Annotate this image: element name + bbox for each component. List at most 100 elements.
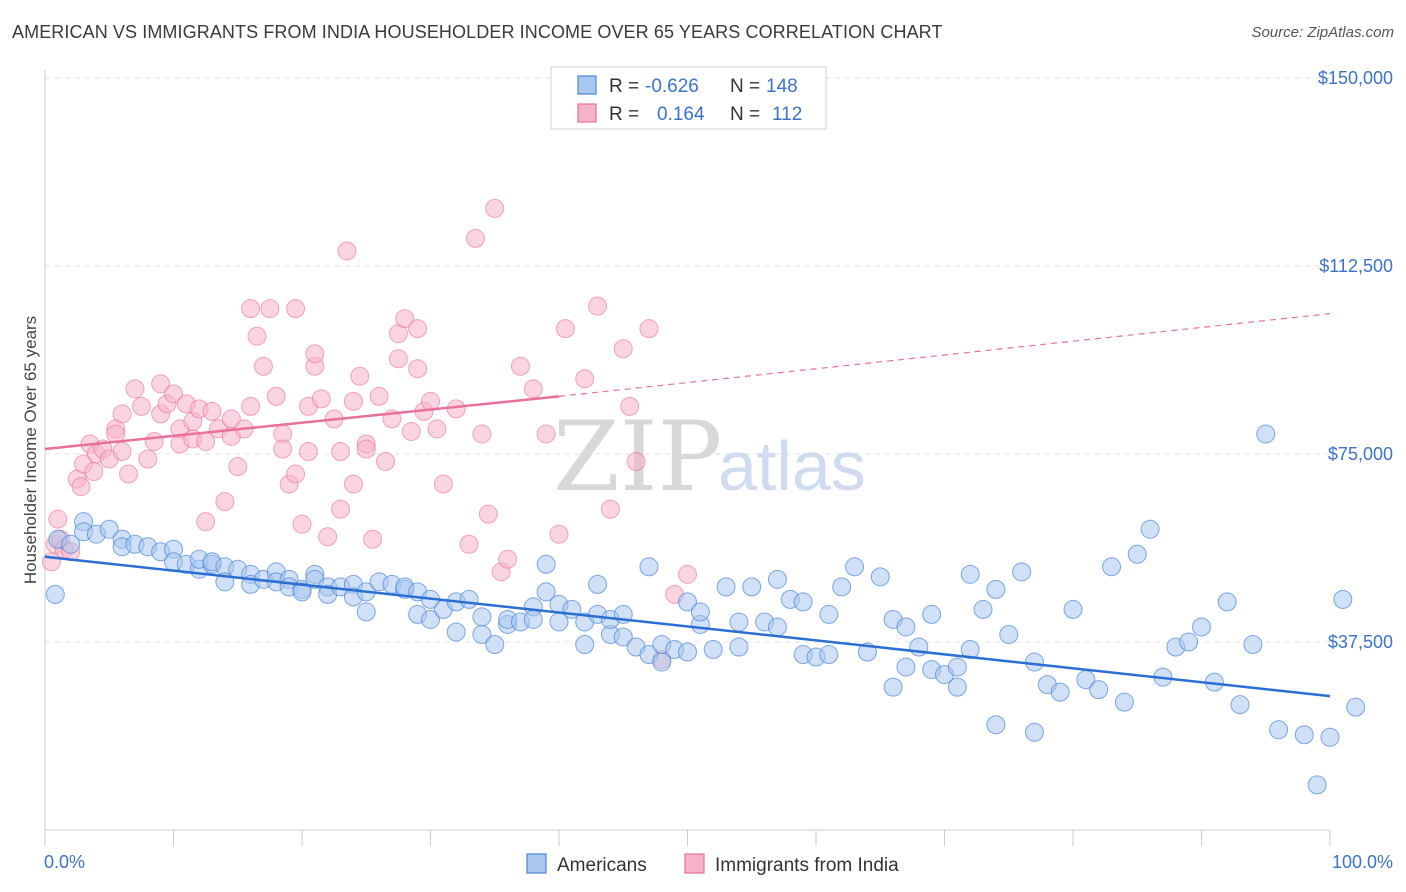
india-point[interactable] [485, 198, 505, 218]
american-point[interactable] [1256, 424, 1276, 444]
american-point[interactable] [1179, 632, 1199, 652]
india-point[interactable] [626, 452, 646, 472]
american-point[interactable] [999, 624, 1019, 644]
india-point[interactable] [286, 299, 306, 319]
india-point[interactable] [138, 449, 158, 469]
american-point[interactable] [536, 554, 556, 574]
american-point[interactable] [1346, 697, 1366, 717]
american-point[interactable] [973, 599, 993, 619]
american-point[interactable] [832, 577, 852, 597]
american-point[interactable] [1269, 720, 1289, 740]
american-point[interactable] [523, 609, 543, 629]
american-point[interactable] [729, 637, 749, 657]
india-point[interactable] [196, 512, 216, 532]
india-point[interactable] [119, 464, 139, 484]
american-point[interactable] [472, 624, 492, 644]
india-point[interactable] [84, 462, 104, 482]
india-point[interactable] [459, 534, 479, 554]
india-point[interactable] [125, 379, 145, 399]
india-point[interactable] [498, 549, 518, 569]
american-point[interactable] [446, 622, 466, 642]
india-point[interactable] [388, 349, 408, 369]
american-point[interactable] [819, 604, 839, 624]
india-point[interactable] [241, 396, 261, 416]
india-point[interactable] [48, 509, 68, 529]
american-point[interactable] [1307, 775, 1327, 795]
india-point[interactable] [549, 524, 569, 544]
india-point[interactable] [305, 344, 325, 364]
american-point[interactable] [61, 534, 81, 554]
american-point[interactable] [986, 715, 1006, 735]
india-point[interactable] [465, 228, 485, 248]
american-point[interactable] [1217, 592, 1237, 612]
american-point[interactable] [356, 602, 376, 622]
american-point[interactable] [896, 617, 916, 637]
india-point[interactable] [253, 356, 273, 376]
india-point[interactable] [523, 379, 543, 399]
american-point[interactable] [947, 677, 967, 697]
american-point[interactable] [588, 574, 608, 594]
american-point[interactable] [292, 582, 312, 602]
india-point[interactable] [112, 441, 132, 461]
india-point[interactable] [228, 457, 248, 477]
american-point[interactable] [922, 604, 942, 624]
india-point[interactable] [433, 474, 453, 494]
legend-americans-label[interactable]: Americans [557, 855, 647, 876]
india-point[interactable] [356, 439, 376, 459]
american-point[interactable] [1192, 617, 1211, 637]
american-point[interactable] [1243, 635, 1263, 655]
india-point[interactable] [555, 319, 575, 339]
american-point[interactable] [793, 592, 813, 612]
india-point[interactable] [639, 319, 659, 339]
india-point[interactable] [71, 477, 91, 497]
india-point[interactable] [151, 374, 171, 394]
india-point[interactable] [343, 474, 363, 494]
american-point[interactable] [639, 557, 659, 577]
american-point[interactable] [1127, 544, 1147, 564]
india-point[interactable] [144, 431, 164, 451]
india-point[interactable] [408, 319, 428, 339]
american-point[interactable] [1230, 695, 1250, 715]
american-point[interactable] [99, 519, 119, 539]
india-point[interactable] [112, 404, 132, 424]
india-point[interactable] [401, 421, 421, 441]
india-point[interactable] [215, 492, 235, 512]
american-point[interactable] [870, 567, 890, 587]
legend-americans-swatch[interactable] [526, 853, 547, 874]
american-point[interactable] [742, 577, 762, 597]
american-point[interactable] [1063, 599, 1083, 619]
american-point[interactable] [1050, 682, 1070, 702]
american-point[interactable] [485, 635, 505, 655]
india-point[interactable] [292, 514, 312, 534]
american-point[interactable] [960, 640, 980, 660]
india-point[interactable] [478, 504, 498, 524]
india-point[interactable] [131, 396, 151, 416]
india-point[interactable] [221, 409, 241, 429]
india-point[interactable] [202, 401, 222, 421]
american-point[interactable] [729, 612, 749, 632]
india-point[interactable] [318, 527, 338, 547]
india-point[interactable] [472, 424, 492, 444]
india-point[interactable] [363, 529, 383, 549]
india-point[interactable] [613, 339, 633, 359]
american-point[interactable] [845, 557, 865, 577]
india-point[interactable] [408, 359, 428, 379]
india-point[interactable] [620, 396, 640, 416]
american-point[interactable] [960, 564, 980, 584]
legend-india-swatch[interactable] [684, 853, 705, 874]
american-point[interactable] [1140, 519, 1160, 539]
american-point[interactable] [459, 589, 479, 609]
india-point[interactable] [247, 326, 267, 346]
american-point[interactable] [896, 657, 916, 677]
india-point[interactable] [241, 299, 261, 319]
india-point[interactable] [575, 369, 595, 389]
american-point[interactable] [767, 569, 787, 589]
india-point[interactable] [350, 366, 370, 386]
american-point[interactable] [1012, 562, 1032, 582]
india-point[interactable] [510, 356, 530, 376]
india-point[interactable] [331, 499, 351, 519]
india-point[interactable] [376, 452, 396, 472]
legend-india-label[interactable]: Immigrants from India [715, 855, 899, 876]
india-point[interactable] [446, 399, 466, 419]
american-point[interactable] [883, 677, 903, 697]
